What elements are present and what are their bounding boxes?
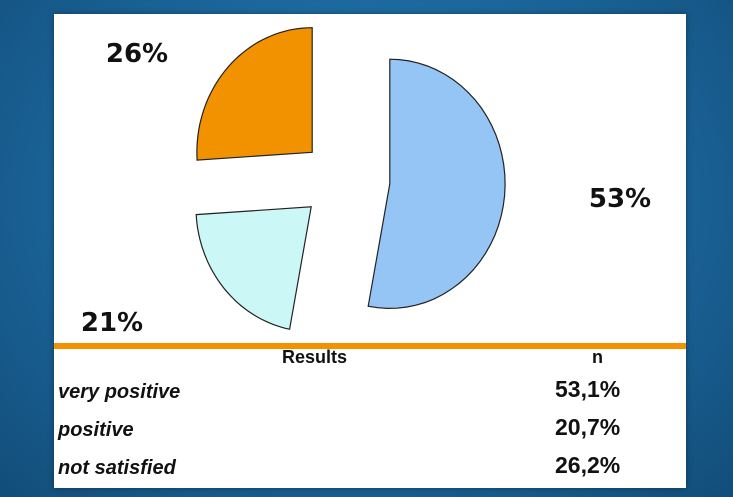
row-value-very-positive: 53,1%	[555, 376, 621, 402]
results-header: Results	[282, 347, 348, 367]
results-table: Results n very positive 53,1% positive 2…	[54, 347, 686, 488]
pie-labels: 53% 21% 26%	[81, 39, 651, 338]
n-header: n	[592, 347, 603, 367]
row-value-not-satisfied: 26,2%	[555, 452, 621, 478]
label-26-pct: 26%	[106, 39, 168, 69]
row-label-not-satisfied: not satisfied	[58, 457, 176, 479]
slide-panel	[54, 14, 686, 488]
label-21-pct: 21%	[81, 308, 143, 338]
table-divider	[54, 343, 686, 349]
slice-very-positive	[367, 58, 506, 310]
row-value-positive: 20,7%	[555, 414, 621, 440]
pie-slices	[195, 27, 506, 330]
row-label-positive: positive	[58, 419, 134, 441]
row-label-very-positive: very positive	[58, 381, 181, 403]
label-53-pct: 53%	[589, 184, 651, 214]
slice-positive	[195, 206, 312, 330]
slice-not-satisfied	[196, 27, 313, 161]
